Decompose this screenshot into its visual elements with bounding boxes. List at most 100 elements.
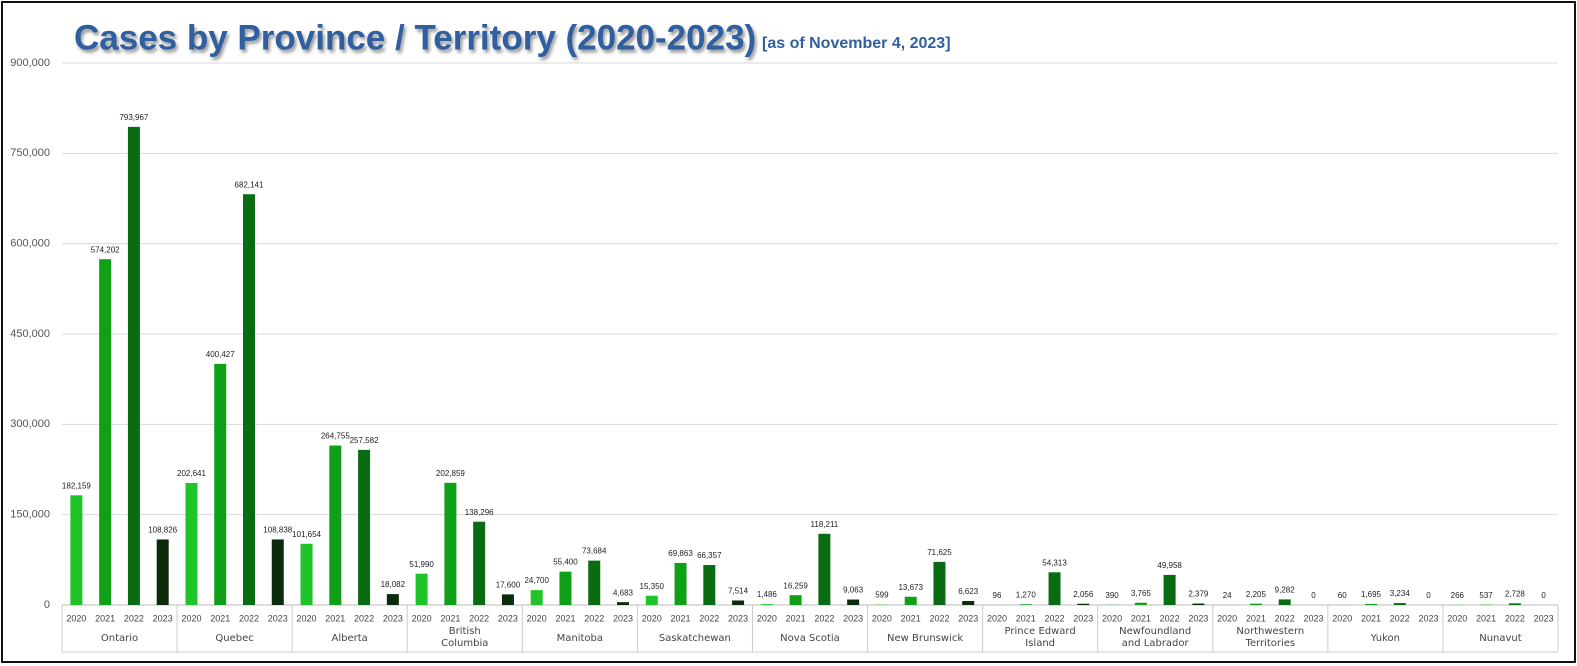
y-tick-label: 600,000: [10, 238, 50, 250]
year-label: 2022: [354, 613, 374, 623]
year-label: 2023: [383, 613, 403, 623]
year-label: 2020: [66, 613, 86, 623]
year-label: 2023: [1188, 613, 1208, 623]
category-label: Nunavut: [1479, 633, 1522, 644]
year-label: 2022: [239, 613, 259, 623]
bar: [962, 601, 975, 605]
year-label: 2021: [555, 613, 575, 623]
year-label: 2021: [95, 613, 115, 623]
category-label: Nova Scotia: [780, 633, 840, 644]
bar: [904, 596, 917, 605]
year-label: 2020: [987, 613, 1007, 623]
value-label: 24: [1223, 591, 1232, 600]
year-label: 2020: [1447, 613, 1467, 623]
year-label: 2020: [181, 613, 201, 623]
chart-title: Cases by Province / Territory (2020-2023…: [74, 18, 756, 57]
value-label: 390: [1105, 591, 1119, 600]
bar: [329, 445, 342, 605]
y-tick-label: 0: [44, 599, 50, 611]
value-label: 257,582: [350, 436, 379, 445]
value-label: 96: [993, 591, 1002, 600]
bar: [1019, 604, 1032, 605]
bar: [386, 594, 399, 605]
category-label: Manitoba: [556, 633, 604, 644]
value-label: 101,654: [292, 530, 321, 539]
category-label: New Brunswick: [887, 633, 964, 644]
value-label: 9,063: [843, 586, 864, 595]
value-label: 18,082: [381, 580, 406, 589]
year-label: 2023: [498, 613, 518, 623]
value-label: 2,379: [1188, 590, 1209, 599]
value-label: 108,826: [148, 526, 177, 535]
year-label: 2022: [1275, 613, 1295, 623]
bar: [243, 194, 255, 605]
value-label: 182,159: [62, 481, 91, 490]
value-label: 1,695: [1361, 590, 1382, 599]
value-label: 537: [1479, 591, 1493, 600]
year-label: 2023: [268, 613, 288, 623]
bar: [1365, 603, 1377, 605]
bar: [300, 543, 313, 605]
value-label: 24,700: [524, 576, 549, 585]
year-label: 2021: [210, 613, 230, 623]
bar: [358, 449, 371, 605]
value-label: 71,625: [927, 548, 952, 557]
value-label: 574,202: [91, 245, 120, 254]
bar: [530, 590, 543, 605]
value-label: 51,990: [409, 560, 434, 569]
year-label: 2021: [325, 613, 345, 623]
value-label: 264,755: [321, 432, 350, 441]
bar: [156, 539, 169, 605]
year-label: 2022: [1505, 613, 1525, 623]
year-label: 2021: [1246, 613, 1266, 623]
value-label: 3,234: [1390, 589, 1411, 598]
value-label: 60: [1338, 591, 1347, 600]
value-label: 266: [1451, 591, 1465, 600]
bar: [789, 595, 802, 605]
category-label: Northwestern Territories: [1236, 626, 1305, 649]
bar: [271, 539, 284, 605]
value-label: 69,863: [668, 549, 693, 558]
bar: [703, 565, 716, 605]
value-label: 55,400: [553, 558, 578, 567]
bar: [1249, 603, 1262, 605]
year-label: 2021: [1016, 613, 1036, 623]
value-label: 16,259: [783, 581, 808, 590]
year-label: 2022: [699, 613, 719, 623]
bar: [933, 561, 946, 605]
bar: [70, 495, 83, 605]
bar: [501, 594, 514, 605]
bar: [444, 482, 457, 605]
category-label: Saskatchewan: [658, 633, 731, 644]
bar: [760, 604, 773, 605]
value-label: 7,514: [728, 587, 749, 596]
value-label: 6,623: [958, 587, 979, 596]
year-label: 2021: [1131, 613, 1151, 623]
value-label: 599: [875, 591, 889, 600]
value-label: 73,684: [582, 547, 607, 556]
value-label: 15,350: [640, 582, 665, 591]
y-tick-label: 450,000: [10, 328, 50, 340]
value-label: 2,205: [1246, 590, 1267, 599]
value-label: 202,859: [436, 469, 465, 478]
bar: [1508, 603, 1521, 605]
year-label: 2023: [728, 613, 748, 623]
value-label: 4,683: [613, 588, 634, 597]
year-label: 2022: [1160, 613, 1180, 623]
year-label: 2022: [124, 613, 144, 623]
bar: [185, 482, 198, 605]
year-label: 2020: [412, 613, 432, 623]
bar: [559, 571, 572, 605]
year-label: 2020: [527, 613, 547, 623]
year-label: 2023: [1534, 613, 1554, 623]
year-label: 2021: [1476, 613, 1496, 623]
bar: [1163, 574, 1176, 605]
value-label: 1,270: [1016, 590, 1037, 599]
value-label: 138,296: [465, 508, 494, 517]
bar: [1048, 572, 1061, 605]
value-label: 682,141: [235, 180, 264, 189]
value-label: 202,641: [177, 469, 206, 478]
year-label: 2023: [1303, 613, 1323, 623]
value-label: 3,765: [1131, 589, 1152, 598]
